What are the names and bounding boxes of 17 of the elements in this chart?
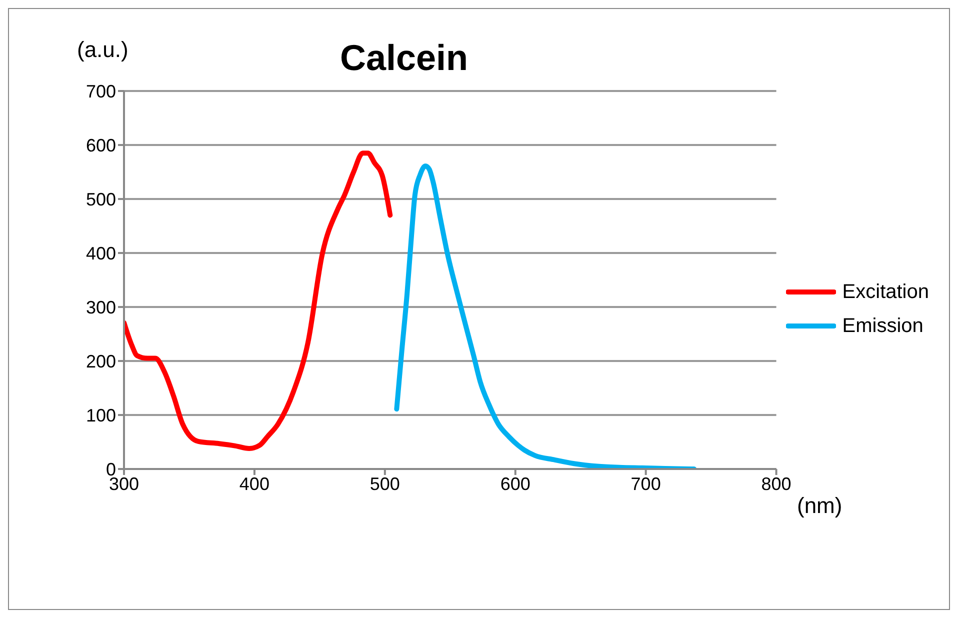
x-tick-label: 700: [630, 474, 661, 494]
y-tick-label: 100: [86, 405, 116, 426]
y-tick-label: 600: [86, 135, 116, 156]
legend-label: Excitation: [842, 280, 929, 305]
legend-label: Emission: [842, 314, 924, 339]
x-axis-title: (nm): [797, 493, 842, 519]
y-tick-label: 300: [86, 297, 116, 318]
chart-title: Calcein: [340, 37, 468, 78]
x-tick-label: 600: [500, 474, 530, 494]
y-tick-label: 400: [86, 243, 116, 264]
x-tick-label: 800: [761, 474, 792, 494]
x-tick-label: 400: [239, 474, 270, 494]
y-axis-title: (a.u.): [77, 37, 128, 63]
y-tick-label: 700: [86, 81, 116, 102]
x-tick-label: 500: [370, 474, 400, 494]
y-tick-label: 200: [86, 351, 116, 372]
y-tick-label: 500: [86, 189, 116, 210]
